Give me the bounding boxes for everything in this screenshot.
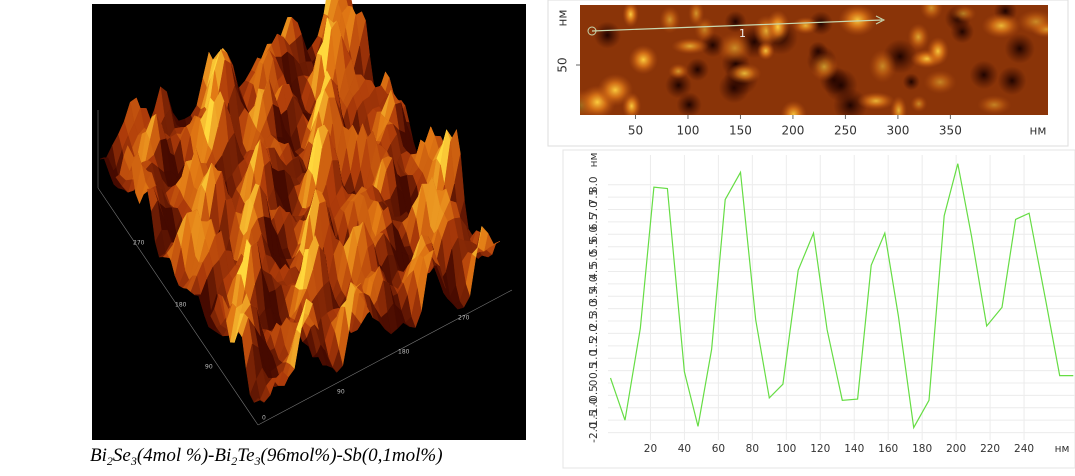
- afm-grain: [868, 49, 897, 84]
- afm-grain: [757, 41, 775, 61]
- afm-grain: [694, 16, 716, 43]
- x-tick-label: 200: [781, 124, 804, 138]
- axis-3d-label: 270: [458, 315, 470, 322]
- profile-start: [587, 26, 597, 36]
- x-tick-label: 50: [628, 124, 643, 138]
- afm-grain: [910, 95, 928, 113]
- afm-grain: [981, 13, 1021, 39]
- afm-hole: [724, 10, 747, 33]
- axis-3d: [97, 187, 259, 426]
- afm-grain: [1016, 9, 1048, 34]
- y-tick-label: 3.0: [588, 300, 600, 317]
- axis-3d-label: 180: [175, 302, 187, 309]
- x-tick-label: 240: [1014, 443, 1034, 455]
- axis-3d-label: 90: [205, 364, 213, 371]
- x-tick-label: 100: [677, 124, 700, 138]
- afm-hole: [676, 92, 702, 115]
- x-tick-label: 40: [678, 443, 691, 455]
- x-tick-label: 200: [946, 443, 966, 455]
- afm-grain: [668, 63, 689, 80]
- afm-grain: [766, 9, 790, 44]
- profile-label: 1: [739, 27, 746, 40]
- caption: Bi2Se3(4mol %)-Bi2Te3(96mol%)-Sb(0,1mol%…: [90, 445, 443, 467]
- x-tick-label: 250: [834, 124, 857, 138]
- afm-grain: [628, 45, 659, 75]
- afm-grain: [727, 63, 762, 84]
- afm-hole: [1004, 33, 1035, 64]
- afm-2d-image: [580, 5, 1048, 115]
- x-unit: нм: [1030, 124, 1047, 138]
- y-tick-label: 5.5: [588, 238, 600, 255]
- afm-grain: [780, 100, 807, 115]
- y-axis-label: нм: [588, 153, 600, 168]
- y-tick-label: 2.5: [588, 313, 600, 330]
- afm-hole: [686, 58, 710, 82]
- afm-grain: [890, 95, 907, 115]
- axis-3d-label: 180: [398, 349, 410, 356]
- afm-3d-surface: [99, 0, 501, 403]
- x-tick-label: 220: [980, 443, 1000, 455]
- x-tick-label: 120: [810, 443, 830, 455]
- y-tick-label: 0.5: [588, 362, 600, 379]
- afm-hole: [969, 60, 999, 90]
- y-tick-label: 2.0: [588, 325, 600, 342]
- axis-3d: [257, 289, 513, 426]
- afm-grain: [659, 5, 681, 34]
- afm-grain: [923, 70, 957, 95]
- y-tick-label: 1.0: [588, 350, 600, 367]
- y-tick-label: 4.5: [588, 263, 600, 280]
- axis-3d-label: 90: [337, 389, 345, 396]
- afm-grain: [717, 32, 753, 64]
- y-tick-label: 1.5: [588, 337, 600, 354]
- profile-line: [609, 163, 1074, 430]
- y-tick-label: 4.0: [588, 276, 600, 293]
- afm-hole: [665, 71, 692, 99]
- y-tick-label: 50: [556, 57, 570, 72]
- afm-grain: [919, 5, 943, 21]
- x-tick-label: 150: [729, 124, 752, 138]
- x-tick-label: 180: [912, 443, 932, 455]
- y-tick-label: 7.0: [588, 201, 600, 218]
- afm-grain: [950, 5, 977, 23]
- y-tick-label: -1.5: [588, 410, 600, 431]
- x-tick-label: 300: [886, 124, 909, 138]
- x-tick-label: 20: [644, 443, 657, 455]
- x-axis-label: нм: [1055, 443, 1070, 455]
- afm-hole: [902, 73, 920, 91]
- x-tick-label: 80: [746, 443, 759, 455]
- y-tick-label: 3.5: [588, 288, 600, 305]
- afm-grain: [792, 16, 819, 35]
- y-tick-label: 8.0: [588, 176, 600, 193]
- profile-line: [591, 19, 883, 32]
- afm-grain: [597, 73, 634, 107]
- afm-grain: [671, 37, 709, 55]
- y-tick-label: -0.5: [588, 385, 600, 406]
- x-tick-label: 350: [939, 124, 962, 138]
- afm-hole: [593, 21, 622, 49]
- afm-grain: [622, 5, 639, 28]
- y-tick-label: -1.0: [588, 398, 600, 419]
- x-tick-label: 160: [878, 443, 898, 455]
- axis-3d-label: 270: [133, 240, 145, 247]
- afm-grain: [856, 91, 895, 110]
- afm-hole: [997, 66, 1027, 96]
- profile-arrow: [875, 15, 886, 25]
- y-unit: нм: [556, 10, 570, 27]
- y-tick-label: 6.0: [588, 226, 600, 243]
- y-tick-label: 0: [588, 380, 600, 387]
- y-tick-label: 6.5: [588, 214, 600, 231]
- x-tick-label: 60: [712, 443, 725, 455]
- surface-facet: [253, 397, 265, 403]
- afm-grain: [810, 52, 839, 82]
- x-tick-label: 100: [776, 443, 796, 455]
- afm-grain: [926, 36, 949, 66]
- x-tick-label: 140: [844, 443, 864, 455]
- afm-grain: [977, 95, 1012, 115]
- afm-grain: [907, 23, 930, 51]
- y-tick-label: 5.0: [588, 251, 600, 268]
- axis-3d-label: 0: [262, 415, 266, 422]
- y-tick-label: -2.0: [588, 422, 600, 443]
- y-tick-label: 7.5: [588, 189, 600, 206]
